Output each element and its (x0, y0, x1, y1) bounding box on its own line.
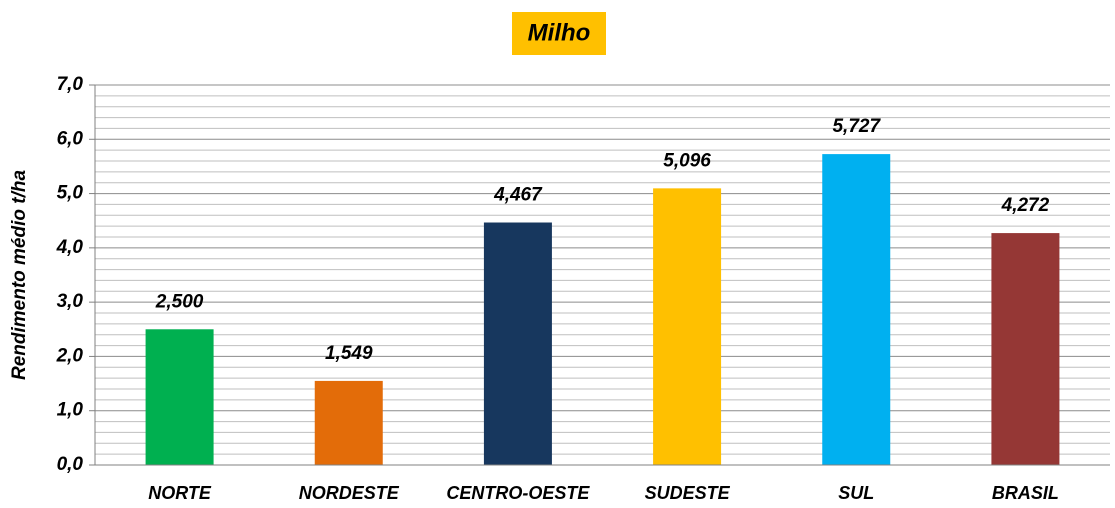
bar (991, 233, 1060, 465)
title-background (512, 12, 606, 55)
x-tick-label: SUDESTE (645, 483, 731, 503)
bar (822, 154, 891, 465)
chart-title: Milho (528, 19, 591, 46)
bar (145, 329, 214, 465)
y-tick-label: 3,0 (57, 291, 84, 312)
value-label: 4,272 (1001, 195, 1050, 216)
y-tick-label: 2,0 (56, 345, 84, 366)
y-tick-label: 1,0 (57, 400, 84, 421)
y-axis-label: Rendimento médio t/ha (9, 170, 30, 381)
value-label: 4,467 (493, 185, 543, 206)
y-tick-label: 0,0 (57, 454, 84, 475)
value-label: 5,096 (663, 150, 711, 171)
bar (483, 222, 552, 465)
x-tick-label: NORTE (148, 483, 212, 503)
y-tick-label: 7,0 (57, 74, 84, 95)
x-tick-label: SUL (838, 483, 874, 503)
value-label: 2,500 (155, 291, 204, 312)
x-tick-label: NORDESTE (299, 483, 400, 503)
y-tick-label: 5,0 (57, 183, 84, 204)
x-tick-label: BRASIL (992, 483, 1059, 503)
value-label: 1,549 (325, 343, 373, 364)
x-tick-label: CENTRO-OESTE (446, 483, 590, 503)
bar (314, 380, 383, 465)
bar (653, 188, 722, 466)
y-tick-label: 4,0 (56, 237, 84, 258)
y-tick-label: 6,0 (57, 128, 84, 149)
value-label: 5,727 (832, 116, 881, 137)
